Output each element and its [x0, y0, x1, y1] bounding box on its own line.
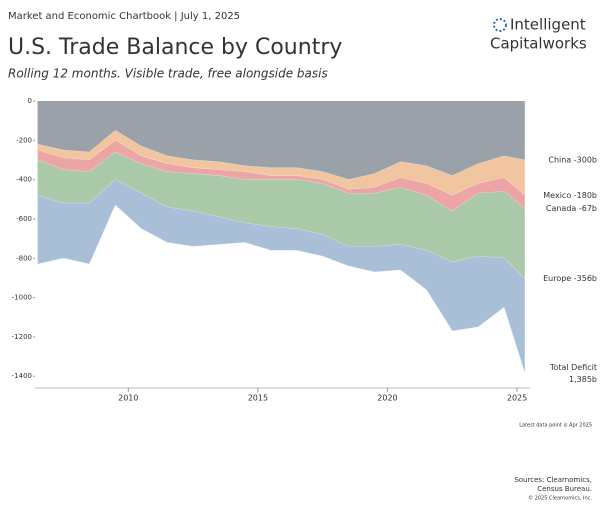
- copyright: © 2025 Clearnomics, Inc.: [528, 495, 592, 502]
- series-label: Europe -356b: [543, 274, 597, 283]
- logo-text: Intelligent: [510, 16, 586, 34]
- area: [37, 179, 525, 374]
- x-tick-label: 2015: [248, 394, 268, 403]
- area: [37, 152, 525, 279]
- area: [37, 101, 525, 180]
- x-tick-label: 2020: [377, 394, 397, 403]
- total-label: Total Deficit: [549, 363, 597, 372]
- total-label: 1,385b: [569, 375, 597, 384]
- source: Census Bureau.: [537, 485, 592, 493]
- series-label: China -300b: [548, 155, 597, 164]
- chart-subtitle: Rolling 12 months. Visible trade, free a…: [8, 67, 328, 81]
- source: Sources: Clearnomics,: [514, 476, 592, 484]
- header: Market and Economic Chartbook | July 1, …: [8, 11, 240, 22]
- area: [37, 140, 525, 212]
- y-tick-label: -400: [16, 176, 32, 184]
- logo-text: Capitalworks: [490, 35, 587, 53]
- y-tick-label: -1400: [12, 372, 32, 380]
- y-tick-label: 0: [28, 97, 32, 105]
- y-tick-label: -1200: [12, 333, 32, 341]
- area-edge: [37, 204, 526, 374]
- y-tick-label: -200: [16, 136, 32, 144]
- note: Latest data point is Apr 2025: [519, 423, 592, 429]
- y-tick-label: -800: [16, 254, 32, 262]
- x-tick-label: 2010: [118, 394, 138, 403]
- logo-icon: [493, 18, 507, 32]
- logo: Intelligent Capitalworks: [490, 16, 587, 53]
- x-tick-label: 2025: [507, 394, 527, 403]
- y-tick-label: -1000: [12, 294, 32, 302]
- chart-title: U.S. Trade Balance by Country: [8, 35, 342, 60]
- y-tick-label: -600: [16, 215, 32, 223]
- series-label: Mexico -180b: [543, 191, 597, 200]
- series-label: Canada -67b: [546, 204, 597, 213]
